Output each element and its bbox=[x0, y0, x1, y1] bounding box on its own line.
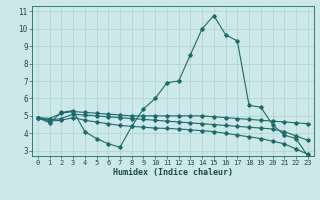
X-axis label: Humidex (Indice chaleur): Humidex (Indice chaleur) bbox=[113, 168, 233, 177]
